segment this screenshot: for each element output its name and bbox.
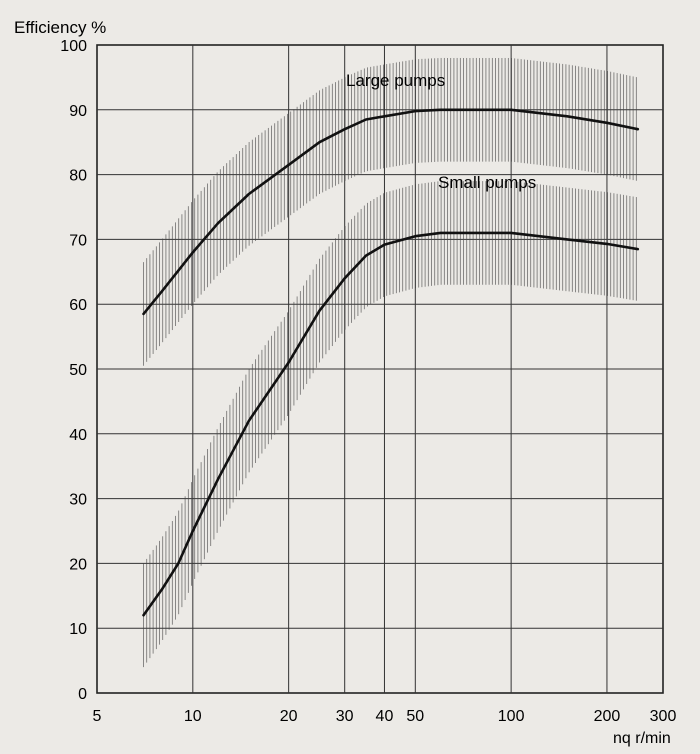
y-tick-labels: 0 10 20 30 40 50 60 70 80 90 100 <box>60 38 87 703</box>
x-tick-label: 200 <box>594 708 621 725</box>
x-tick-label: 20 <box>280 708 298 725</box>
data-point <box>161 588 163 590</box>
data-point <box>161 290 163 292</box>
data-point <box>365 118 367 121</box>
y-tick-label: 20 <box>69 556 87 573</box>
x-tick-label: 100 <box>498 708 525 725</box>
y-tick-label: 100 <box>60 38 87 55</box>
data-point <box>383 243 386 246</box>
data-point <box>439 232 442 234</box>
x-axis-title: nq r/min <box>613 730 671 747</box>
series-line <box>142 231 640 617</box>
y-tick-label: 0 <box>78 686 87 703</box>
data-point <box>365 255 367 257</box>
data-point <box>479 109 481 111</box>
y-tick-label: 90 <box>69 103 87 120</box>
series-label-large-pumps: Large pumps <box>346 71 445 90</box>
data-point <box>414 235 416 237</box>
data-point <box>318 310 321 312</box>
data-point <box>637 128 639 130</box>
data-point <box>217 222 219 224</box>
y-tick-label: 70 <box>69 232 87 249</box>
data-point <box>192 251 194 253</box>
data-point <box>383 115 386 117</box>
uncertainty-bands <box>143 57 637 668</box>
data-point <box>510 109 512 111</box>
series-lines <box>142 108 640 617</box>
data-point <box>288 164 290 166</box>
x-tick-label: 50 <box>406 708 424 725</box>
data-point <box>439 109 442 111</box>
x-tick-labels: 5 10 20 30 40 50 100 200 300 <box>93 708 677 725</box>
data-point <box>177 562 179 565</box>
x-tick-label: 40 <box>376 708 394 725</box>
data-point <box>566 115 568 117</box>
y-tick-label: 10 <box>69 621 87 638</box>
data-point <box>637 248 639 250</box>
series-label-small-pumps: Small pumps <box>438 173 536 192</box>
data-point <box>192 530 194 532</box>
y-tick-label: 40 <box>69 427 87 444</box>
y-axis-title: Efficiency % <box>14 18 106 37</box>
y-tick-label: 60 <box>69 297 87 314</box>
x-tick-label: 5 <box>93 708 102 725</box>
data-point <box>510 232 512 234</box>
data-point <box>217 478 219 480</box>
data-point <box>566 238 568 240</box>
y-tick-label: 50 <box>69 362 87 379</box>
data-point <box>142 313 145 315</box>
x-tick-label: 30 <box>336 708 354 725</box>
data-point <box>414 110 416 112</box>
series-line <box>142 108 640 316</box>
y-tick-label: 30 <box>69 492 87 509</box>
x-tick-label: 300 <box>650 708 677 725</box>
data-point <box>318 141 321 143</box>
data-point <box>606 122 608 124</box>
y-tick-label: 80 <box>69 168 87 185</box>
data-point <box>344 277 346 279</box>
data-point <box>142 614 145 616</box>
data-point <box>288 361 290 364</box>
data-point <box>606 243 608 245</box>
x-tick-label: 10 <box>184 708 202 725</box>
data-point <box>248 193 250 195</box>
data-point <box>344 128 346 130</box>
data-point <box>479 232 481 234</box>
data-point <box>248 420 250 422</box>
